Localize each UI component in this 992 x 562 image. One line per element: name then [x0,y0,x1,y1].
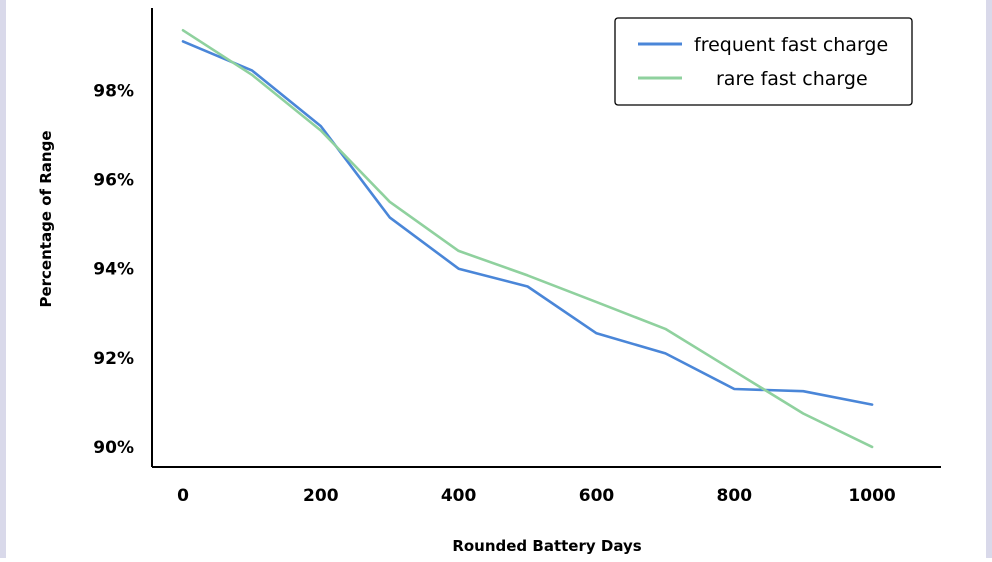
axes [151,8,941,468]
x-axis-title: Rounded Battery Days [452,537,641,555]
line-chart: 0 200 400 600 800 1000 90% 92% 94% 96% 98% Rounded… [37,8,941,555]
x-tick-label: 200 [303,486,339,506]
series-line-rare-fast-charge [181,28,874,449]
x-tick-label: 400 [441,486,477,506]
y-axis-title: Percentage of Range [37,130,55,307]
legend-label-frequent-fast-charge: frequent fast charge [694,34,888,56]
x-tick-label: 800 [717,486,753,506]
series-layer [181,28,874,449]
x-tick-label: 0 [177,486,189,506]
y-tick-label: 92% [93,349,134,369]
y-tick-label: 98% [93,81,134,101]
x-tick-label: 600 [579,486,615,506]
legend: frequent fast charge rare fast charge [614,17,913,106]
ticks-layer: 0 200 400 600 800 1000 90% 92% 94% 96% 98% [93,81,896,506]
legend-label-rare-fast-charge: rare fast charge [716,68,868,90]
y-tick-label: 94% [93,260,134,280]
x-tick-label: 1000 [848,486,895,506]
series-line-frequent-fast-charge [181,40,874,406]
y-tick-label: 90% [93,438,134,458]
y-tick-label: 96% [93,171,134,191]
legend-box [614,17,913,106]
